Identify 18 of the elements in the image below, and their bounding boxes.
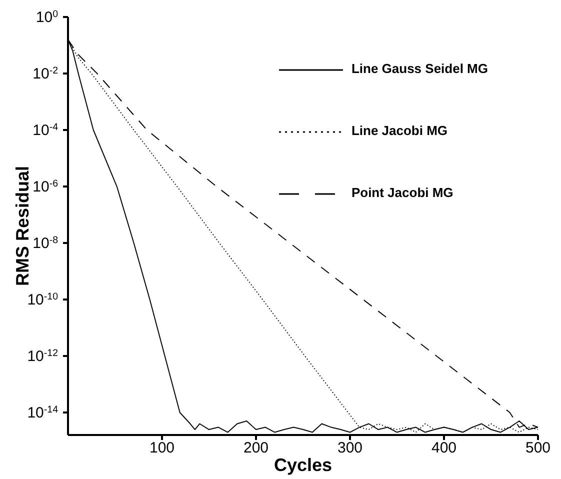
x-tick-label: 200 <box>243 440 269 457</box>
x-tick-label: 500 <box>525 440 551 457</box>
legend-label: Line Gauss Seidel MG <box>351 61 488 76</box>
x-axis-title: Cycles <box>274 455 332 475</box>
x-tick-label: 100 <box>149 440 175 457</box>
y-tick-label: 10$^{-2}$ <box>32 65 58 82</box>
y-tick-label: 10$^{-8}$ <box>32 234 58 252</box>
x-tick-label: 300 <box>337 440 363 457</box>
y-tick-label: 10$^{-12}$ <box>27 348 58 366</box>
y-tick-label: 10$^{-4}$ <box>32 122 59 140</box>
x-tick-label: 400 <box>431 440 457 457</box>
legend-label: Line Jacobi MG <box>351 123 448 138</box>
y-tick-label: 10$^{-6}$ <box>32 178 58 196</box>
y-tick-label: 10$^{-10}$ <box>27 291 59 309</box>
y-axis-title: RMS Residual <box>12 166 32 286</box>
y-tick-label: 10$^{0}$ <box>36 8 59 26</box>
legend-label: Point Jacobi MG <box>351 185 454 200</box>
y-tick-label: 10$^{-14}$ <box>27 404 59 422</box>
